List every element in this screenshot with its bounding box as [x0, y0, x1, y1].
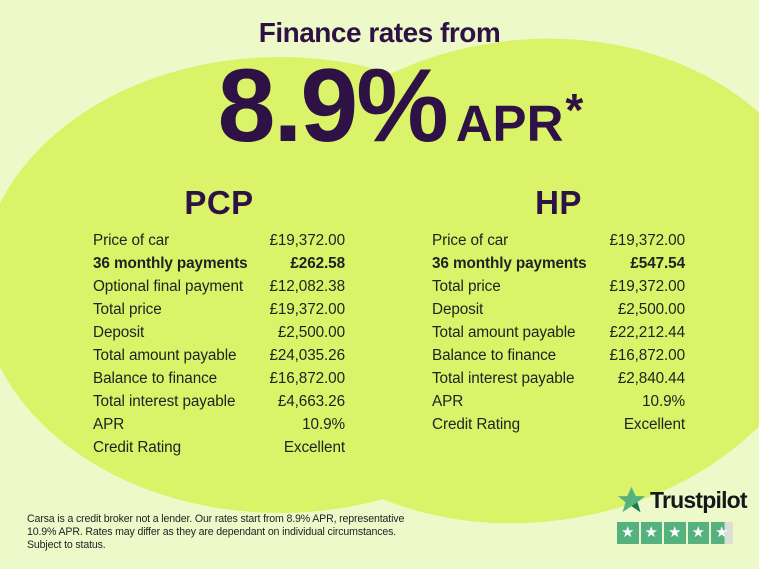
banner-title: Finance rates from	[258, 17, 501, 48]
legal-disclaimer: Carsa is a credit broker not a lender. O…	[27, 513, 405, 552]
trustpilot-rating-stars: ★ ★ ★ ★ ★	[617, 522, 747, 544]
row-value: £19,372.00	[609, 278, 685, 295]
finance-row: Total interest payable £4,663.26	[93, 393, 345, 416]
row-label: Balance to finance	[432, 347, 557, 364]
finance-row: Optional final payment £12,082.38	[93, 278, 345, 301]
row-label: Price of car	[93, 232, 170, 249]
rating-star-icon: ★	[617, 522, 639, 544]
rating-star-icon: ★	[664, 522, 686, 544]
finance-row: APR 10.9%	[432, 393, 685, 416]
finance-row: Deposit £2,500.00	[93, 324, 345, 347]
row-label: APR	[93, 416, 125, 433]
row-value: £4,663.26	[277, 393, 345, 410]
row-value: £19,372.00	[269, 232, 345, 249]
row-label: 36 monthly payments	[432, 255, 587, 272]
finance-row: Total price £19,372.00	[93, 301, 345, 324]
row-value: 10.9%	[302, 416, 345, 433]
finance-row: Total price £19,372.00	[432, 278, 685, 301]
row-value: £547.54	[630, 255, 685, 272]
finance-row: Total amount payable £22,212.44	[432, 324, 685, 347]
finance-row: 36 monthly payments £547.54	[432, 255, 685, 278]
rate-suffix: APR	[455, 95, 564, 152]
hp-finance-table: HP Price of car £19,372.00 36 monthly paym…	[432, 184, 685, 439]
trustpilot-brand-name: Trustpilot	[650, 487, 748, 513]
row-value: £2,500.00	[277, 324, 345, 341]
finance-row: Balance to finance £16,872.00	[93, 370, 345, 393]
rating-star-icon: ★	[640, 522, 662, 544]
row-label: Balance to finance	[93, 370, 218, 387]
row-label: Deposit	[432, 301, 484, 318]
row-value: £19,372.00	[609, 232, 685, 249]
row-label: 36 monthly payments	[93, 255, 248, 272]
row-label: Credit Rating	[93, 439, 181, 456]
row-value: £16,872.00	[269, 370, 345, 387]
row-label: Optional final payment	[93, 278, 244, 295]
headline-rate: 8.9% APR *	[0, 44, 759, 169]
rate-value: 8.9%	[217, 48, 449, 164]
row-value: £19,372.00	[269, 301, 345, 318]
rating-star-icon: ★	[687, 522, 709, 544]
hp-rows: Price of car £19,372.00 36 monthly payment…	[432, 232, 685, 439]
finance-row: Balance to finance £16,872.00	[432, 347, 685, 370]
finance-row: 36 monthly payments £262.58	[93, 255, 345, 278]
rate-asterisk: *	[565, 84, 584, 136]
row-label: Price of car	[432, 232, 509, 249]
finance-row: Total amount payable £24,035.26	[93, 347, 345, 370]
row-label: Total price	[432, 278, 501, 295]
trustpilot-widget: Trustpilot ★ ★ ★ ★ ★	[617, 486, 748, 544]
finance-row: Credit Rating Excellent	[93, 439, 345, 462]
finance-row: Credit Rating Excellent	[432, 416, 685, 439]
row-label: Credit Rating	[432, 416, 520, 433]
row-value: £2,500.00	[617, 301, 685, 318]
trustpilot-star-icon	[617, 486, 646, 513]
row-label: Total interest payable	[432, 370, 575, 387]
row-value: £16,872.00	[609, 347, 685, 364]
pcp-title: PCP	[184, 184, 254, 221]
trustpilot-brand: Trustpilot	[617, 486, 748, 515]
rating-star-icon: ★	[711, 522, 733, 544]
finance-row: Price of car £19,372.00	[93, 232, 345, 255]
row-value: £24,035.26	[269, 347, 345, 364]
row-value: £262.58	[290, 255, 345, 272]
row-label: Deposit	[93, 324, 145, 341]
row-label: Total amount payable	[432, 324, 576, 341]
row-value: £12,082.38	[269, 278, 345, 295]
row-value: Excellent	[283, 439, 345, 456]
row-value: 10.9%	[642, 393, 685, 410]
hp-title: HP	[535, 184, 582, 221]
pcp-finance-table: PCP Price of car £19,372.00 36 monthly pay…	[93, 184, 345, 462]
row-value: £22,212.44	[609, 324, 685, 341]
row-value: £2,840.44	[617, 370, 685, 387]
row-label: Total price	[93, 301, 162, 318]
row-label: Total interest payable	[93, 393, 236, 410]
finance-row: Price of car £19,372.00	[432, 232, 685, 255]
finance-row: Deposit £2,500.00	[432, 301, 685, 324]
row-label: APR	[432, 393, 464, 410]
finance-row: Total interest payable £2,840.44	[432, 370, 685, 393]
pcp-rows: Price of car £19,372.00 36 monthly payment…	[93, 232, 345, 462]
finance-row: APR 10.9%	[93, 416, 345, 439]
row-label: Total amount payable	[93, 347, 237, 364]
row-value: Excellent	[623, 416, 685, 433]
